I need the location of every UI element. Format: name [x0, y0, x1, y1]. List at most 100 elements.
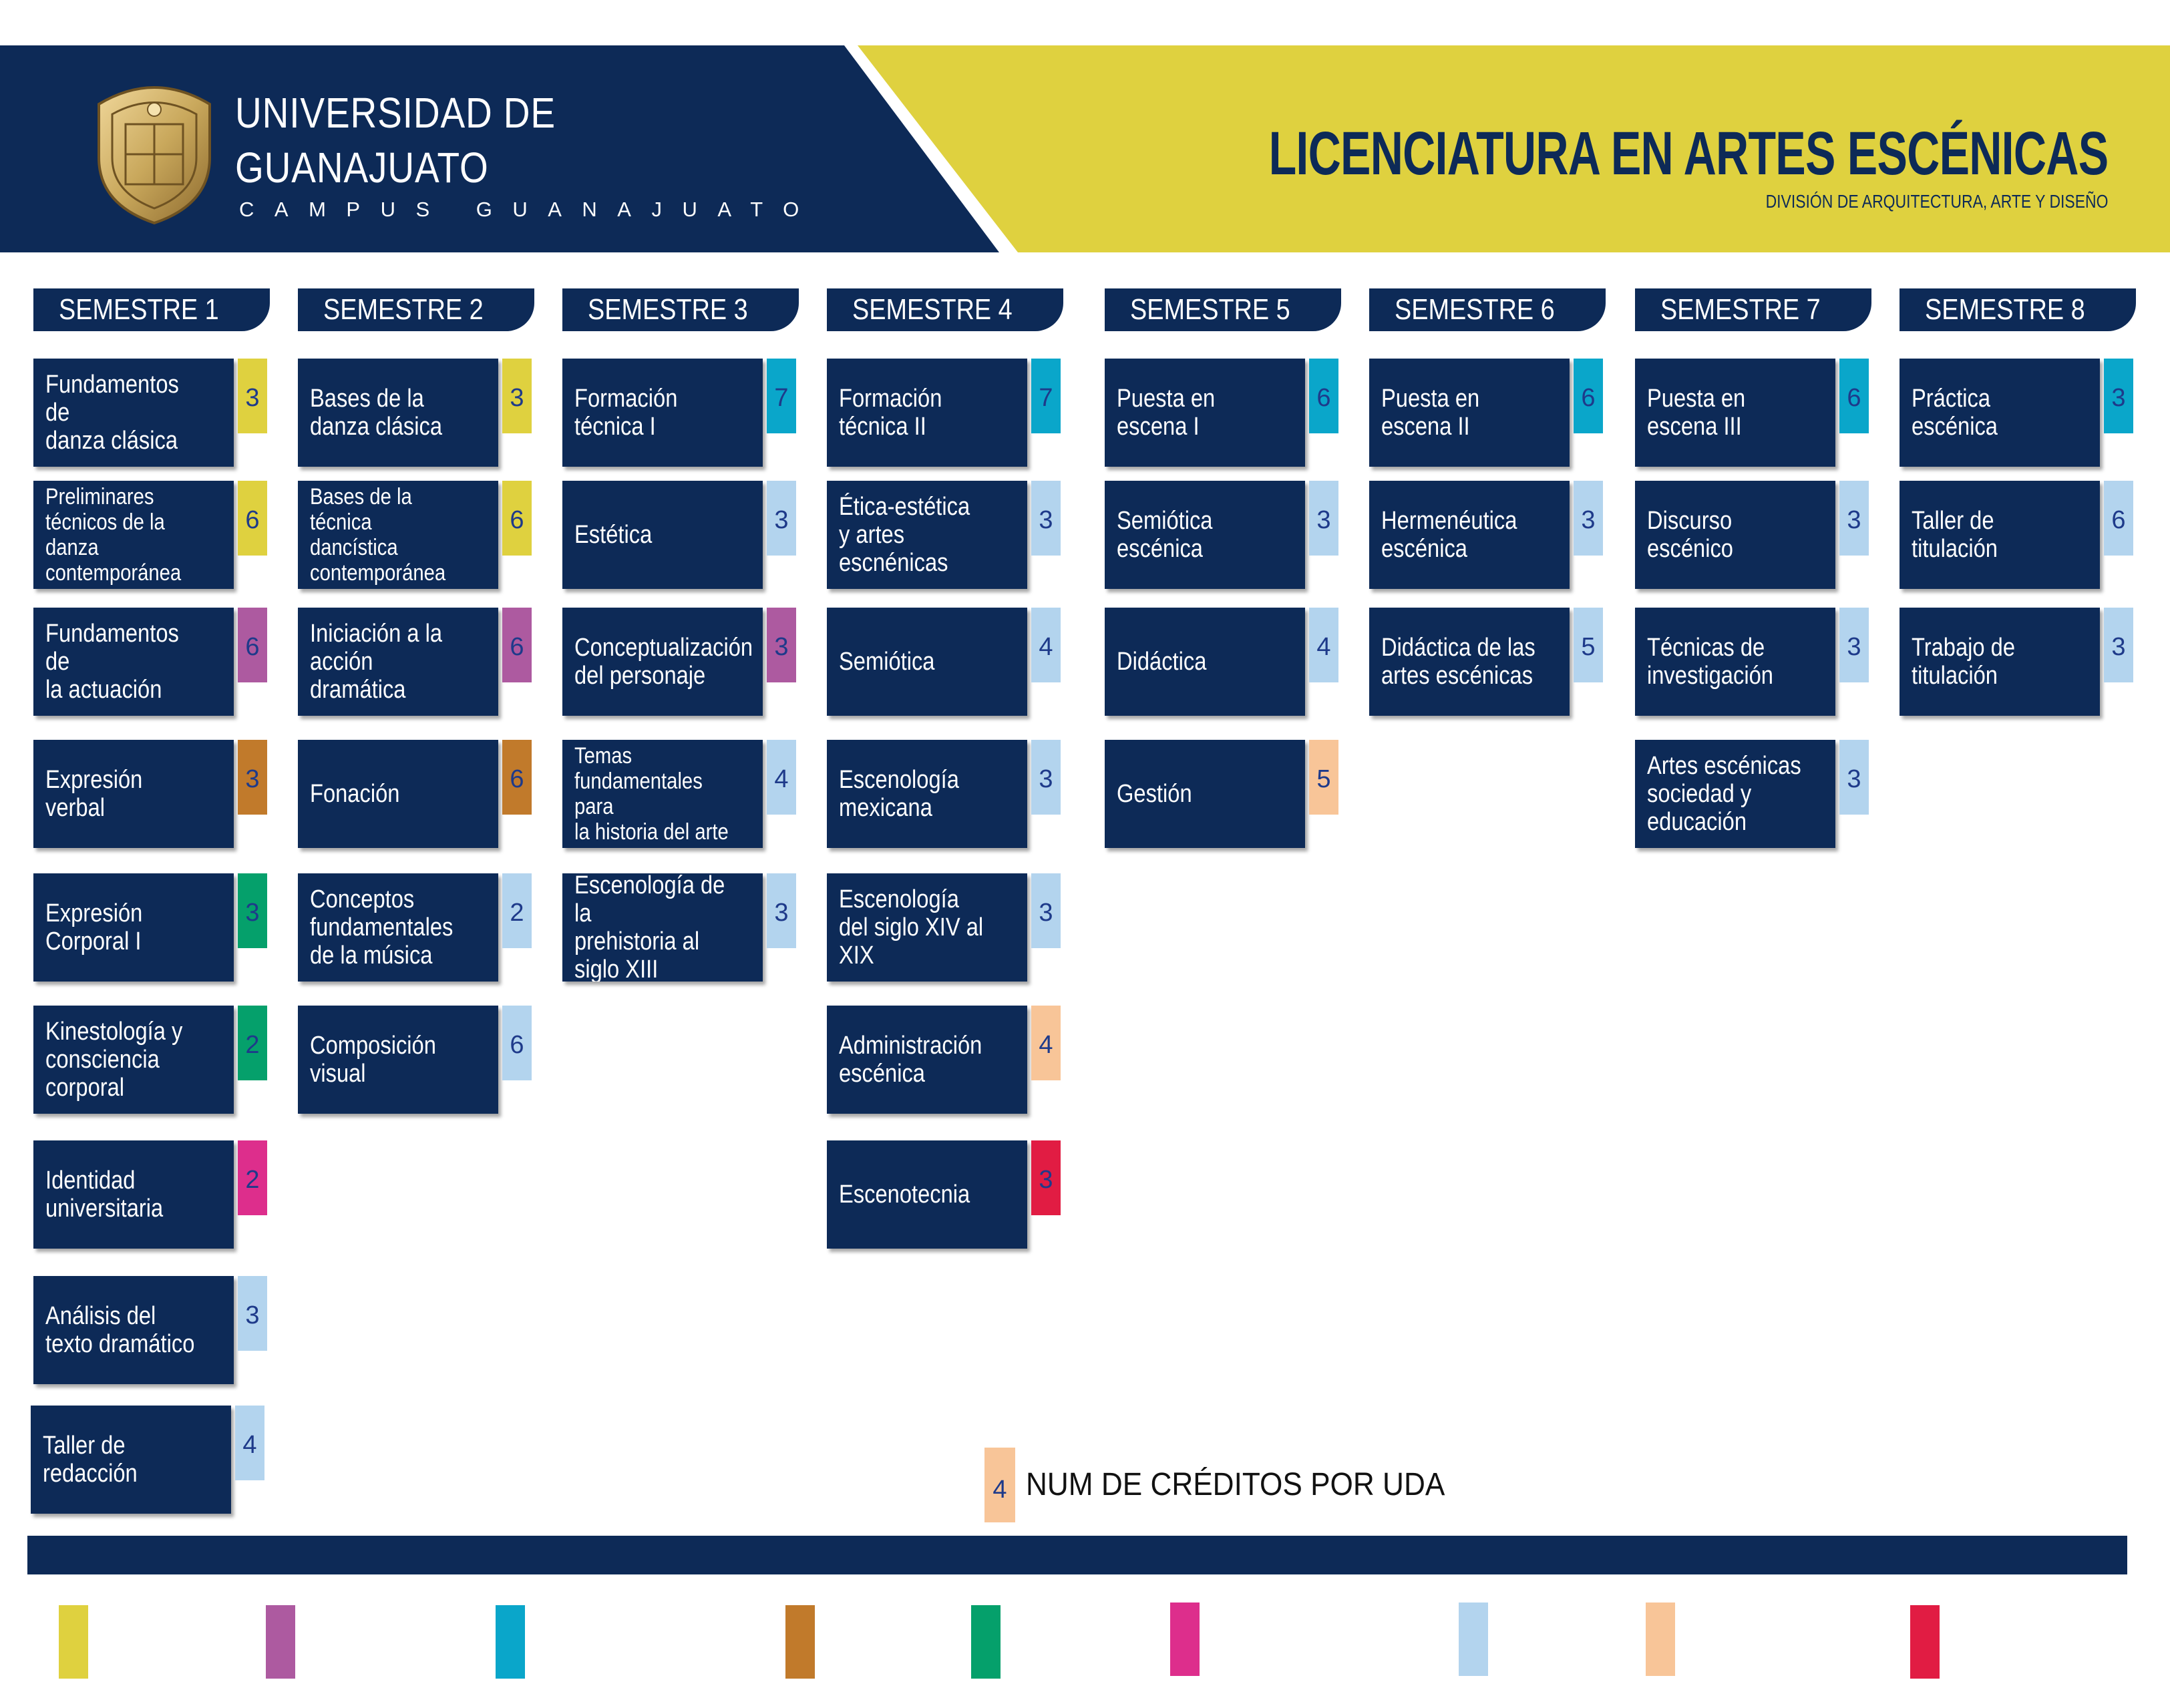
course-name: Didáctica de las artes escénicas	[1381, 634, 1535, 690]
course-name: Expresión Corporal I	[45, 899, 143, 955]
credit-badge: 3	[1574, 481, 1603, 556]
course-card: Escenología mexicana	[827, 740, 1027, 848]
course-name: Hermenéutica escénica	[1381, 507, 1517, 563]
legend-swatch-magenta	[1170, 1603, 1200, 1676]
credit-badge: 3	[1031, 740, 1061, 815]
course-card: Conceptualización del personaje	[562, 608, 763, 716]
semester-header-4: SEMESTRE 4	[827, 288, 1063, 331]
course-card: Fundamentos de danza clásica	[33, 359, 234, 467]
credit-badge: 6	[238, 608, 267, 682]
course-card: Puesta en escena III	[1635, 359, 1835, 467]
course-name: Semiótica	[839, 648, 935, 676]
credit-badge: 4	[1031, 1006, 1061, 1080]
credit-badge: 5	[1309, 740, 1338, 815]
credit-badge: 6	[1574, 359, 1603, 433]
course-name: Técnicas de investigación	[1647, 634, 1773, 690]
course-card: Gestión	[1105, 740, 1305, 848]
course-card: Discurso escénico	[1635, 481, 1835, 589]
credit-badge: 3	[1839, 481, 1869, 556]
course-name: Kinestología y consciencia corporal	[45, 1018, 183, 1102]
credit-badge: 3	[502, 359, 532, 433]
credit-badge: 6	[2104, 481, 2133, 556]
campus-name: CAMPUS GUANAJUATO	[239, 198, 820, 221]
course-card: Ética-estética y artes escnénicas	[827, 481, 1027, 589]
course-name: Formación técnica II	[839, 385, 942, 441]
page-header: UNIVERSIDAD DE GUANAJUATO CAMPUS GUANAJU…	[0, 45, 2170, 252]
credit-badge: 3	[1031, 873, 1061, 948]
course-card: Formación técnica I	[562, 359, 763, 467]
credit-badge: 3	[1839, 740, 1869, 815]
course-name: Trabajo de titulación	[1912, 634, 2016, 690]
credit-badge: 3	[2104, 359, 2133, 433]
course-card: Semiótica escénica	[1105, 481, 1305, 589]
credit-badge: 4	[1309, 608, 1338, 682]
semester-label: SEMESTRE 8	[1925, 293, 2085, 326]
credit-badge: 3	[767, 608, 796, 682]
course-name: Taller de titulación	[1912, 507, 1998, 563]
course-name: Puesta en escena III	[1647, 385, 1746, 441]
course-name: Taller de redacción	[43, 1432, 138, 1488]
course-card: Bases de la danza clásica	[298, 359, 498, 467]
course-card: Técnicas de investigación	[1635, 608, 1835, 716]
credit-badge: 4	[235, 1406, 264, 1480]
course-name: Discurso escénico	[1647, 507, 1733, 563]
course-name: Identidad universitaria	[45, 1166, 164, 1223]
semester-label: SEMESTRE 6	[1395, 293, 1555, 326]
semester-header-1: SEMESTRE 1	[33, 288, 270, 331]
header-banner	[0, 45, 2170, 252]
course-name: Artes escénicas sociedad y educación	[1647, 752, 1801, 836]
course-card: Fundamentos de la actuación	[33, 608, 234, 716]
credit-badge: 5	[1574, 608, 1603, 682]
course-card: Didáctica de las artes escénicas	[1369, 608, 1570, 716]
semester-label: SEMESTRE 3	[588, 293, 748, 326]
course-card: Expresión Corporal I	[33, 873, 234, 982]
credit-badge: 3	[1031, 1140, 1061, 1215]
course-card: Fonación	[298, 740, 498, 848]
credit-badge: 6	[1839, 359, 1869, 433]
course-name: Iniciación a la acción dramática	[310, 620, 443, 704]
credit-badge: 7	[1031, 359, 1061, 433]
banner-yellow-band	[858, 45, 2170, 252]
credit-badge: 2	[502, 873, 532, 948]
course-card: Temas fundamentales para la historia del…	[562, 740, 763, 848]
course-card: Administración escénica	[827, 1006, 1027, 1114]
university-name-line1: UNIVERSIDAD DE	[235, 89, 556, 137]
course-name: Fonación	[310, 780, 400, 808]
course-name: Ética-estética y artes escnénicas	[839, 493, 970, 577]
course-card: Bases de la técnica dancística contempor…	[298, 481, 498, 589]
course-name: Didáctica	[1117, 648, 1207, 676]
course-name: Puesta en escena II	[1381, 385, 1480, 441]
course-card: Puesta en escena I	[1105, 359, 1305, 467]
credit-badge: 6	[502, 740, 532, 815]
semester-header-5: SEMESTRE 5	[1105, 288, 1341, 331]
legend-swatch-purple	[266, 1605, 295, 1679]
course-name: Conceptualización del personaje	[574, 634, 753, 690]
university-name-line2: GUANAJUATO	[235, 144, 489, 192]
course-name: Bases de la técnica dancística contempor…	[310, 484, 446, 586]
course-name: Expresión verbal	[45, 766, 143, 822]
legend-swatch-red	[1910, 1605, 1940, 1679]
credit-badge: 3	[767, 873, 796, 948]
legend-label: NUM DE CRÉDITOS POR UDA	[1026, 1467, 1445, 1502]
footer-bar	[27, 1536, 2127, 1574]
semester-header-2: SEMESTRE 2	[298, 288, 534, 331]
credit-badge: 3	[1309, 481, 1338, 556]
credit-badge: 3	[2104, 608, 2133, 682]
course-card: Escenología del siglo XIV al XIX	[827, 873, 1027, 982]
legend-swatch-brown	[785, 1605, 815, 1679]
semester-label: SEMESTRE 7	[1660, 293, 1821, 326]
course-card: Estética	[562, 481, 763, 589]
banner-navy-band	[0, 45, 999, 252]
course-card: Análisis del texto dramático	[33, 1276, 234, 1384]
semester-label: SEMESTRE 5	[1130, 293, 1290, 326]
course-name: Escenología de la prehistoria al siglo X…	[574, 873, 725, 982]
credit-badge: 4	[767, 740, 796, 815]
course-name: Fundamentos de danza clásica	[45, 371, 179, 455]
course-card: Taller de titulación	[1900, 481, 2100, 589]
course-name: Formación técnica I	[574, 385, 678, 441]
credit-badge: 7	[767, 359, 796, 433]
course-card: Preliminares técnicos de la danza contem…	[33, 481, 234, 589]
credit-badge: 3	[1839, 608, 1869, 682]
course-name: Semiótica escénica	[1117, 507, 1213, 563]
course-name: Escenotecnia	[839, 1181, 970, 1209]
